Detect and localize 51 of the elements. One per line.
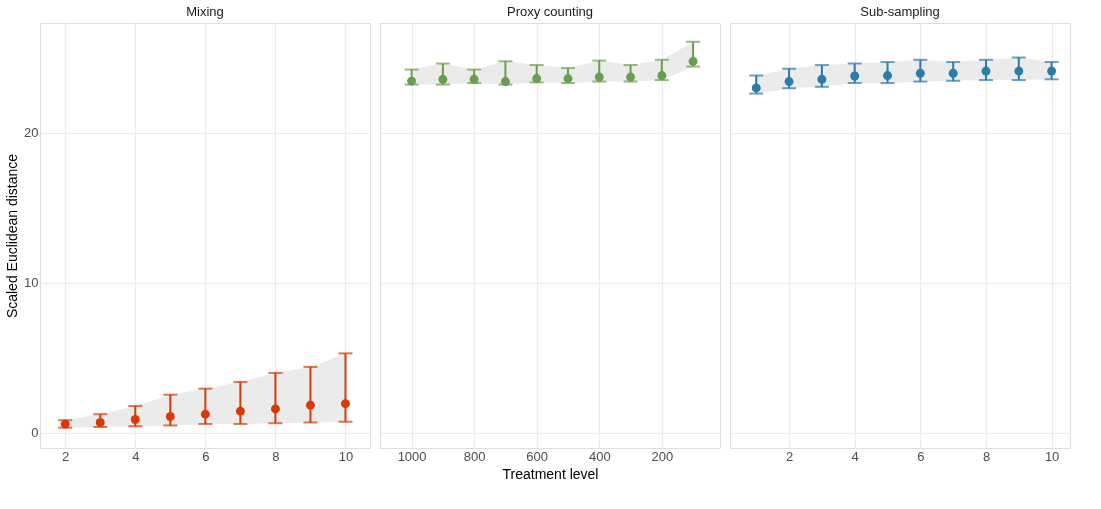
point — [130, 415, 140, 424]
chart-title: Proxy counting — [507, 4, 593, 19]
x-tick-label: 800 — [463, 448, 486, 464]
point — [657, 71, 667, 81]
x-tick-label: 200 — [651, 448, 674, 464]
chart-title: Sub-sampling — [860, 4, 940, 19]
x-tick-label: 6 — [202, 448, 210, 464]
x-tick-label: 8 — [272, 448, 280, 464]
x-tick-label: 1000 — [397, 448, 427, 464]
point — [784, 77, 794, 87]
point — [305, 400, 315, 410]
point — [532, 74, 542, 84]
point — [165, 412, 175, 421]
x-tick-label: 2 — [62, 448, 70, 464]
x-tick-label: 10 — [338, 448, 354, 464]
point — [200, 409, 210, 419]
point — [469, 74, 479, 84]
point — [438, 74, 448, 84]
point — [95, 418, 105, 427]
x-tick-label: 6 — [917, 448, 925, 464]
point — [981, 66, 991, 76]
point — [883, 71, 892, 81]
point — [270, 404, 280, 414]
point — [948, 68, 958, 78]
y-tick-label: 20 — [24, 125, 39, 141]
x-tick-label: 400 — [588, 448, 611, 464]
point — [407, 76, 417, 86]
x-tick-label: 8 — [982, 448, 991, 464]
point — [751, 83, 761, 93]
point — [915, 68, 925, 78]
point — [594, 72, 604, 82]
point — [235, 406, 245, 416]
x-axis-title: Treatment level — [502, 465, 599, 482]
point — [1014, 66, 1024, 76]
y-tick-label: 0 — [31, 425, 39, 441]
chart-title: Mixing — [186, 4, 224, 19]
point — [626, 72, 636, 82]
point — [1047, 66, 1057, 76]
point — [850, 71, 860, 81]
point — [563, 74, 573, 84]
point — [341, 399, 350, 409]
point — [500, 77, 510, 87]
point — [817, 74, 827, 84]
point — [688, 56, 698, 66]
y-tick-label: 10 — [24, 275, 39, 291]
x-tick-label: 2 — [785, 448, 794, 464]
x-tick-label: 600 — [526, 448, 549, 464]
x-tick-label: 10 — [1044, 448, 1060, 464]
y-axis-title: Scaled Euclidean distance — [4, 153, 21, 319]
x-tick-label: 4 — [132, 448, 140, 464]
x-tick-label: 4 — [851, 448, 859, 464]
